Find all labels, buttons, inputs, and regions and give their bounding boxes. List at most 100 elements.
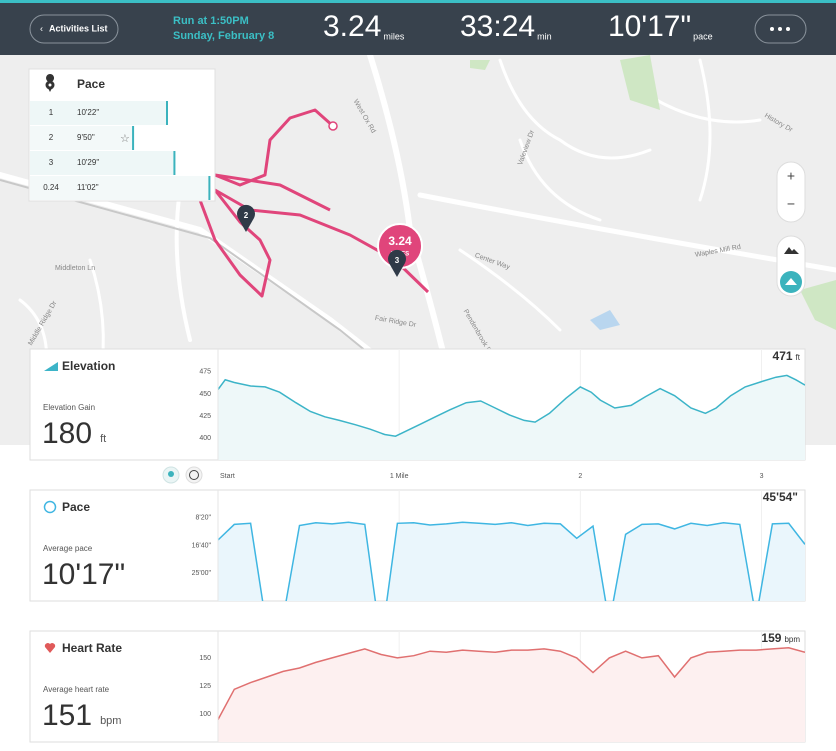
mile-pin[interactable]	[237, 204, 255, 232]
terrain-button[interactable]	[784, 247, 799, 254]
zoom-in[interactable]: +	[787, 168, 795, 184]
max-value: 159	[761, 631, 781, 645]
pond	[590, 310, 620, 330]
menu-dot	[786, 27, 790, 31]
x-tick-label: 2	[578, 473, 582, 480]
charts: Elevation Elevation Gain 180 ft 400 425 450 475…	[29, 348, 806, 743]
street-label: Middleton Ln	[55, 265, 95, 272]
y-tick-label: 8'20"	[195, 515, 211, 522]
y-tick-label: 100	[199, 711, 211, 718]
back-arrow: ‹	[40, 23, 43, 33]
y-tick-label: 475	[199, 369, 211, 376]
stat-value: 10'17"	[608, 10, 691, 43]
header	[0, 0, 836, 55]
y-tick-label: 25'00"	[192, 570, 212, 577]
distance-marker-value: 3.24	[388, 234, 412, 248]
chart-title: Elevation	[62, 359, 115, 373]
mile-pin[interactable]	[388, 249, 406, 277]
y-tick-label: 16'40"	[192, 542, 212, 549]
summary-unit: bpm	[100, 715, 121, 727]
pace-row-mile: 2	[49, 133, 54, 142]
max-value: 471	[773, 349, 793, 363]
stat-value: 33:24	[460, 10, 535, 43]
pace-row-bar	[30, 151, 175, 175]
y-tick-label: 425	[199, 413, 211, 420]
stat-value: 3.24	[323, 10, 381, 43]
mile-pin-label: 3	[395, 256, 400, 265]
menu-dot	[778, 27, 782, 31]
pace-row-marker	[132, 126, 135, 150]
line	[218, 374, 805, 437]
pace-row-pace: 11'02"	[77, 183, 99, 192]
pace-table-title: Pace	[77, 77, 105, 91]
chart-title: Pace	[62, 500, 90, 514]
pace-row-marker	[173, 151, 176, 175]
pace-icon	[43, 500, 57, 514]
header-stripe	[0, 0, 836, 3]
elevation-icon	[44, 362, 58, 371]
pace-row-pace: 9'50"	[77, 133, 95, 142]
pace-rows: 1 10'22" 2 9'50" 3 10'29" 0.24 11'02"	[30, 101, 211, 200]
back-button[interactable]	[29, 14, 119, 44]
summary-value: 10'17"	[42, 558, 125, 591]
pace-row-mile: 3	[49, 158, 54, 167]
back-button-label[interactable]: Activities List	[49, 23, 108, 33]
x-tick-label: Start	[220, 473, 235, 480]
stat-unit: min	[537, 31, 552, 41]
pace-row-marker	[208, 176, 211, 200]
summary-label: Average heart rate	[43, 685, 110, 694]
route-start	[328, 121, 338, 131]
max-value: 45'54"	[763, 490, 798, 504]
plot	[218, 521, 805, 601]
max-unit: bpm	[784, 635, 800, 644]
map-toggle-icon	[168, 471, 174, 477]
menu-dot	[770, 27, 774, 31]
zoom-out[interactable]: −	[787, 196, 795, 212]
area-fill	[218, 647, 805, 742]
pace-row-mile: 0.24	[43, 183, 59, 192]
stat-unit: miles	[383, 31, 405, 41]
area-fill	[218, 375, 805, 460]
best-star: ☆	[120, 133, 130, 145]
route	[198, 108, 430, 298]
pace-row-pace: 10'29"	[77, 158, 99, 167]
plot	[218, 374, 805, 460]
pace-row-mile: 1	[49, 108, 54, 117]
x-tick-label: 1 Mile	[390, 473, 409, 480]
run-title: Run at 1:50PM	[173, 15, 249, 27]
area-fill	[218, 522, 805, 601]
park	[800, 280, 836, 330]
mile-pin-label: 2	[244, 211, 249, 220]
summary-value: 180	[42, 417, 92, 450]
park	[470, 60, 490, 70]
run-date: Sunday, February 8	[173, 30, 274, 42]
max-unit: ft	[796, 353, 801, 362]
park	[620, 55, 660, 110]
summary-label: Average pace	[43, 544, 93, 553]
line	[218, 647, 805, 720]
pace-row-pace: 10'22"	[77, 108, 99, 117]
x-tick-label: 3	[760, 473, 764, 480]
y-tick-label: 400	[199, 435, 211, 442]
pace-row-marker	[166, 101, 168, 125]
plot	[218, 647, 805, 742]
chart-title: Heart Rate	[62, 641, 122, 655]
line	[218, 521, 805, 601]
header-stats: 3.24 miles 33:24 min 10'17" pace	[323, 10, 713, 43]
heart-icon	[44, 643, 56, 653]
pace-row-bar	[30, 176, 210, 200]
summary-label: Elevation Gain	[43, 403, 95, 412]
summary-unit: ft	[100, 433, 106, 445]
pace-row-bar	[30, 126, 134, 150]
zoom-control	[776, 161, 806, 223]
route-button-icon	[785, 278, 797, 285]
time-toggle[interactable]	[185, 466, 203, 484]
time-toggle-icon	[189, 470, 199, 480]
pace-row-bar	[30, 101, 167, 125]
stat-unit: pace	[693, 31, 713, 41]
y-tick-label: 150	[199, 655, 211, 662]
y-tick-label: 450	[199, 391, 211, 398]
menu-button[interactable]	[754, 14, 807, 44]
